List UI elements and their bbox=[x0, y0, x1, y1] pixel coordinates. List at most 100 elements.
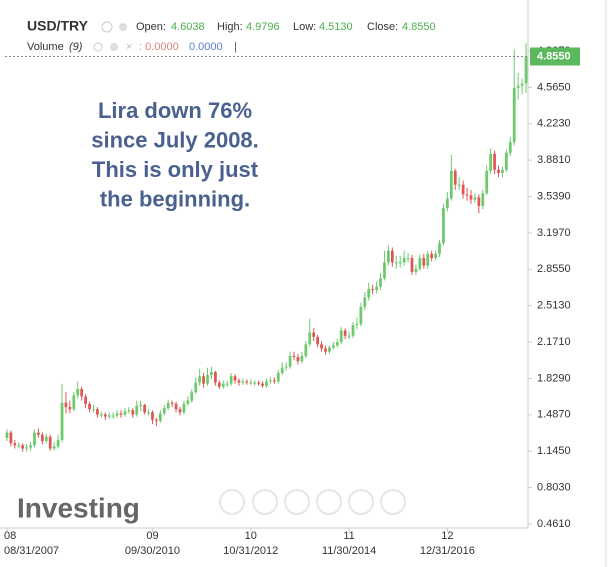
candle-body bbox=[233, 376, 237, 381]
y-tick-label: 3.8810 bbox=[537, 154, 571, 166]
candle-body bbox=[206, 375, 209, 384]
candle-body bbox=[284, 366, 288, 368]
candle-body bbox=[493, 153, 496, 170]
candle-body bbox=[37, 432, 40, 435]
candle-body bbox=[25, 447, 29, 449]
candle-body bbox=[64, 402, 68, 408]
close-label: Close: bbox=[367, 21, 398, 33]
nav-button[interactable] bbox=[348, 489, 374, 515]
nav-button[interactable] bbox=[380, 489, 406, 515]
candle-body bbox=[60, 402, 64, 441]
y-tick-label: 3.1970 bbox=[537, 227, 571, 239]
nav-button[interactable] bbox=[284, 489, 310, 515]
candle-body bbox=[155, 419, 158, 421]
candle-body bbox=[469, 195, 473, 200]
eye-icon[interactable] bbox=[101, 21, 113, 33]
candle-body bbox=[324, 348, 327, 352]
candle-body bbox=[446, 198, 449, 209]
candle-body bbox=[76, 388, 80, 396]
x-group-label: 10 bbox=[245, 530, 257, 542]
candle-body bbox=[229, 376, 233, 384]
volume-period: (9) bbox=[69, 41, 83, 53]
candle-body bbox=[371, 288, 375, 291]
candle-body bbox=[497, 169, 500, 173]
candle-body bbox=[72, 395, 76, 410]
candle-body bbox=[190, 392, 194, 401]
candle-body bbox=[182, 403, 186, 413]
candle-body bbox=[308, 332, 312, 345]
candle-body bbox=[135, 405, 139, 415]
candle-body bbox=[29, 445, 32, 448]
candle-body bbox=[96, 409, 99, 415]
candle-body bbox=[410, 258, 414, 272]
watermark-brand: Investing bbox=[17, 492, 140, 523]
candle-body bbox=[438, 243, 441, 254]
annotation-line: This is only just bbox=[92, 157, 259, 182]
candle-body bbox=[453, 170, 457, 185]
candle-body bbox=[139, 404, 143, 406]
candle-body bbox=[422, 258, 426, 266]
candle-body bbox=[387, 250, 390, 263]
candle-body bbox=[40, 434, 44, 442]
candle-body bbox=[269, 380, 272, 382]
close-icon[interactable]: × bbox=[126, 41, 132, 53]
nav-button[interactable] bbox=[219, 489, 245, 515]
candle-body bbox=[355, 324, 359, 326]
candle-body bbox=[461, 184, 465, 195]
nav-button[interactable] bbox=[252, 489, 278, 515]
y-tick-label: 3.5390 bbox=[537, 190, 571, 202]
candle-body bbox=[151, 412, 154, 420]
candle-body bbox=[225, 383, 229, 385]
candle-body bbox=[449, 170, 453, 199]
x-group-label: 09 bbox=[146, 530, 158, 542]
candle-body bbox=[48, 436, 52, 449]
candle-body bbox=[214, 371, 217, 383]
candle-body bbox=[17, 445, 21, 447]
candle-body bbox=[426, 253, 430, 266]
candle-body bbox=[457, 184, 461, 186]
candle-body bbox=[296, 357, 300, 362]
eye-icon[interactable] bbox=[93, 42, 103, 52]
x-group-label: 12 bbox=[441, 530, 453, 542]
candle-body bbox=[257, 382, 261, 384]
candle-body bbox=[473, 197, 477, 200]
candle-body bbox=[198, 376, 202, 383]
candle-body bbox=[194, 382, 198, 393]
candle-body bbox=[485, 170, 489, 194]
candle-body bbox=[394, 262, 398, 264]
candle-body bbox=[174, 403, 178, 410]
candle-body bbox=[375, 286, 378, 291]
candle-body bbox=[265, 381, 268, 386]
candle-body bbox=[115, 413, 119, 416]
high-label: High: bbox=[217, 21, 243, 33]
candle-body bbox=[276, 372, 280, 382]
y-tick-label: 2.5130 bbox=[537, 300, 571, 312]
gear-icon[interactable] bbox=[110, 43, 118, 51]
candle-body bbox=[99, 414, 103, 416]
candle-body bbox=[430, 253, 434, 259]
candle-body bbox=[300, 355, 304, 362]
candle-body bbox=[359, 307, 363, 325]
candle-body bbox=[524, 56, 528, 84]
candle-body bbox=[489, 153, 493, 171]
candle-body bbox=[107, 415, 111, 417]
x-tick-label: 10/31/2012 bbox=[223, 545, 278, 557]
candle-body bbox=[217, 382, 221, 387]
candle-body bbox=[158, 413, 162, 421]
candle-body bbox=[261, 383, 264, 386]
gear-icon[interactable] bbox=[119, 23, 127, 31]
symbol: USD/TRY bbox=[27, 18, 89, 34]
volume-value: 0.0000 bbox=[189, 41, 223, 53]
nav-button[interactable] bbox=[316, 489, 342, 515]
candle-body bbox=[245, 381, 249, 383]
candle-body bbox=[331, 345, 335, 348]
candle-body bbox=[465, 194, 469, 196]
candle-body bbox=[406, 258, 410, 260]
candle-body bbox=[481, 193, 485, 206]
candle-body bbox=[111, 415, 115, 417]
x-tick-label: 08/31/2007 bbox=[4, 545, 59, 557]
candle-body bbox=[335, 342, 339, 346]
volume-value: : 0.0000 bbox=[139, 41, 179, 53]
low-label: Low: bbox=[293, 21, 316, 33]
